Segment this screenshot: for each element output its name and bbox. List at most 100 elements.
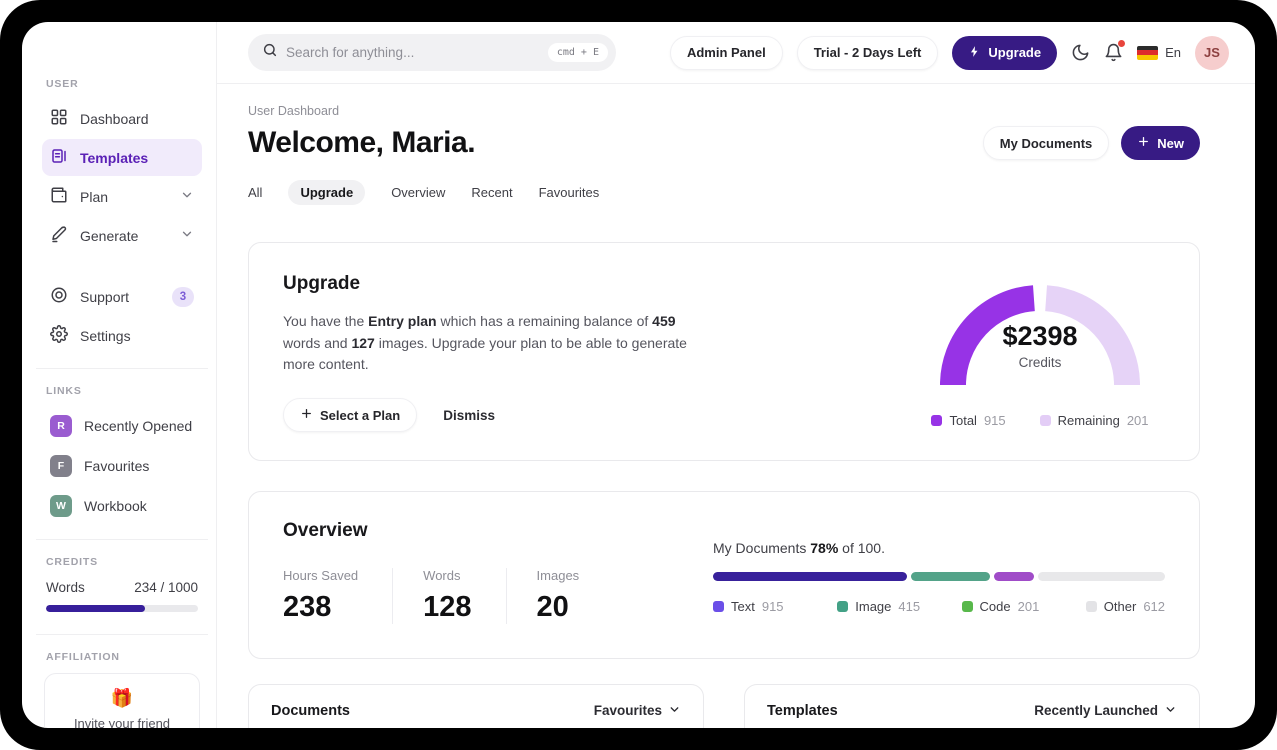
stat-images: Images 20: [505, 568, 614, 625]
upgrade-button[interactable]: Upgrade: [952, 35, 1058, 70]
app-window: USER Dashboard Templates Plan Generate S…: [22, 22, 1255, 728]
plus-icon: [300, 407, 313, 423]
upgrade-card: Upgrade You have the Entry plan which ha…: [248, 242, 1200, 462]
credits-words-label: Words: [46, 580, 85, 595]
sidebar-divider: [36, 634, 208, 635]
wallet-icon: [50, 186, 68, 207]
tab-favourites[interactable]: Favourites: [538, 185, 600, 200]
gauge-label: Credits: [1018, 355, 1062, 370]
chevron-down-icon: [180, 227, 194, 244]
dismiss-button[interactable]: Dismiss: [443, 407, 495, 423]
legend-swatch: [931, 415, 943, 426]
search-icon: [262, 42, 278, 63]
link-initial-avatar: F: [50, 455, 72, 477]
gear-icon: [50, 325, 68, 346]
sidebar-section-affiliation: AFFILIATION: [46, 651, 120, 663]
tab-recent[interactable]: Recent: [471, 185, 513, 200]
gauge-legend: Total 915 Remaining 201: [931, 413, 1149, 428]
documents-progress-label: My Documents 78% of 100.: [713, 540, 885, 557]
templates-card: Templates Recently Launched Blog Post Ti…: [744, 684, 1200, 728]
select-plan-button[interactable]: Select a Plan: [283, 398, 418, 433]
legend-swatch: [713, 601, 724, 613]
page-title: Welcome, Maria.: [248, 126, 476, 159]
link-initial-avatar: R: [50, 415, 72, 437]
progress-segment-other: [1037, 572, 1165, 582]
grid-icon: [50, 108, 68, 129]
legend-item-image: Image 415: [837, 599, 961, 614]
language-selector[interactable]: En: [1137, 45, 1181, 60]
chevron-down-icon: [668, 703, 681, 719]
documents-card-title: Documents: [271, 702, 350, 719]
overview-stats: Hours Saved 238 Words 128 Images 20: [283, 568, 614, 625]
legend-item-remaining: Remaining 201: [1039, 413, 1149, 428]
link-initial-avatar: W: [50, 495, 72, 517]
chevron-down-icon: [180, 188, 194, 205]
sidebar-item-settings[interactable]: Settings: [42, 317, 202, 354]
legend-item-total: Total 915: [931, 413, 1006, 428]
sidebar-item-label: Plan: [80, 188, 109, 205]
sidebar-link-label: Favourites: [84, 458, 150, 474]
sidebar-link-workbook[interactable]: W Workbook: [42, 487, 202, 525]
trial-status-button[interactable]: Trial - 2 Days Left: [796, 35, 939, 70]
sidebar: USER Dashboard Templates Plan Generate S…: [22, 22, 217, 728]
sidebar-item-plan[interactable]: Plan: [42, 178, 202, 215]
tab-upgrade[interactable]: Upgrade: [288, 180, 366, 205]
sidebar-item-label: Support: [80, 288, 130, 305]
notification-dot: [1118, 40, 1126, 47]
legend-swatch: [1085, 601, 1097, 613]
search-input[interactable]: [286, 45, 540, 60]
documents-progress-bar: [713, 572, 1165, 582]
documents-filter-dropdown[interactable]: Favourites: [594, 703, 681, 719]
sidebar-item-dashboard[interactable]: Dashboard: [42, 100, 202, 137]
sidebar-item-generate[interactable]: Generate: [42, 217, 202, 254]
sidebar-link-label: Recently Opened: [84, 418, 193, 434]
lightning-icon: [968, 45, 981, 61]
language-label: En: [1165, 45, 1181, 60]
sidebar-section-user: USER: [46, 78, 79, 90]
credits-progress-fill: [46, 605, 145, 612]
sidebar-item-support[interactable]: Support 3: [42, 278, 202, 315]
dark-mode-toggle[interactable]: [1071, 43, 1090, 62]
stat-words: Words 128: [392, 568, 505, 625]
notifications-button[interactable]: [1104, 40, 1126, 62]
my-documents-button[interactable]: My Documents: [982, 126, 1110, 160]
tab-bar: All Upgrade Overview Recent Favourites: [248, 180, 1200, 205]
sidebar-item-label: Settings: [80, 327, 131, 344]
sidebar-section-links: LINKS: [46, 385, 82, 397]
sidebar-item-templates[interactable]: Templates: [42, 139, 202, 176]
legend-swatch: [1039, 415, 1051, 426]
sidebar-item-label: Generate: [80, 227, 139, 244]
overview-card: Overview Hours Saved 238 Words 128 Image…: [248, 491, 1200, 660]
keyboard-shortcut-badge: cmd + E: [547, 43, 608, 62]
gauge-value: $2398: [1002, 321, 1078, 351]
content: User Dashboard Welcome, Maria. My Docume…: [217, 84, 1255, 728]
overview-legend: Text 915 Image 415 Code 201: [713, 599, 1165, 614]
credits-gauge: $2398 Credits Total 915 Remaining: [915, 273, 1165, 432]
german-flag-icon: [1137, 45, 1159, 60]
support-count-badge: 3: [172, 286, 194, 307]
upgrade-card-title: Upgrade: [283, 273, 361, 294]
overview-card-title: Overview: [283, 520, 368, 542]
templates-filter-dropdown[interactable]: Recently Launched: [1034, 703, 1177, 719]
progress-segment-text: [713, 572, 908, 582]
sidebar-divider: [36, 368, 208, 369]
legend-swatch: [961, 601, 973, 613]
sidebar-link-favourites[interactable]: F Favourites: [42, 447, 202, 485]
plus-icon: [1137, 135, 1150, 151]
sidebar-item-label: Templates: [80, 149, 149, 166]
legend-item-text: Text 915: [713, 599, 837, 614]
admin-panel-button[interactable]: Admin Panel: [669, 35, 783, 70]
user-avatar[interactable]: JS: [1195, 35, 1229, 70]
legend-item-other: Other 612: [1085, 599, 1165, 614]
search-bar[interactable]: cmd + E: [248, 34, 616, 71]
legend-item-code: Code 201: [961, 599, 1086, 614]
topbar: cmd + E Admin Panel Trial - 2 Days Left …: [217, 22, 1255, 84]
gauge-chart: [940, 285, 1140, 386]
tab-all[interactable]: All: [248, 185, 263, 200]
sidebar-link-recently-opened[interactable]: R Recently Opened: [42, 407, 202, 445]
credits-words-value: 234 / 1000: [134, 580, 198, 595]
tab-overview[interactable]: Overview: [391, 185, 446, 200]
upgrade-card-body: You have the Entry plan which has a rema…: [283, 313, 687, 373]
new-button[interactable]: New: [1121, 126, 1200, 160]
gift-icon: 🎁: [110, 688, 134, 708]
